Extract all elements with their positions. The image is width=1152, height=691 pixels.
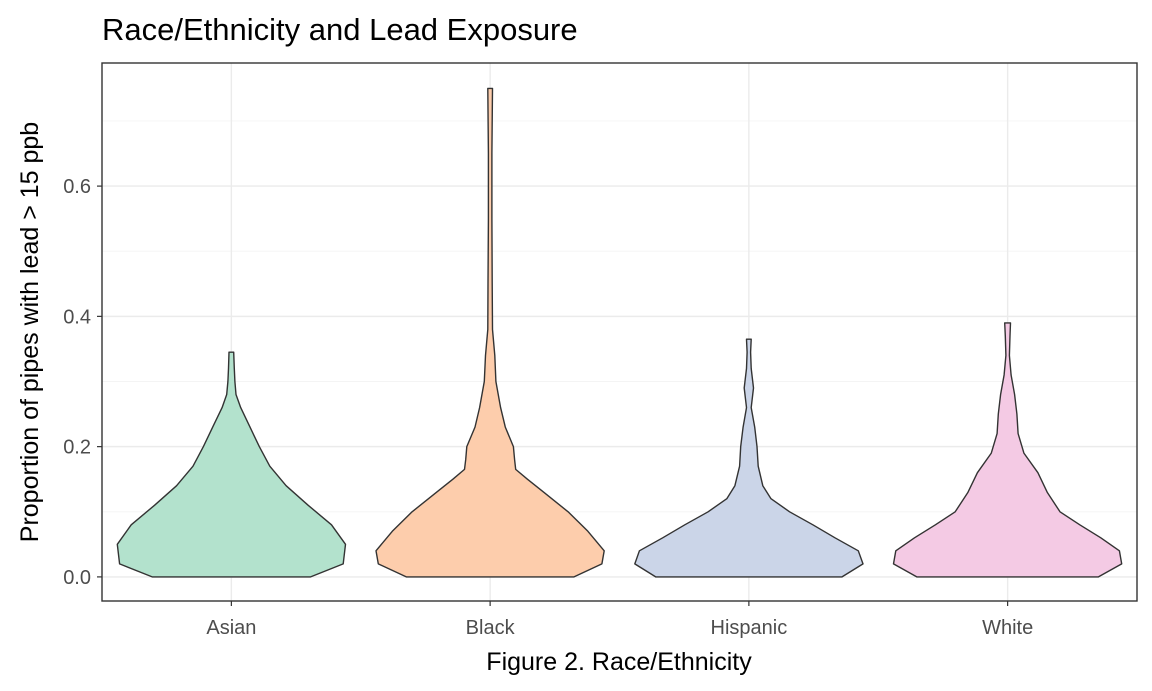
y-axis: 0.0 0.2 0.4 0.6 — [63, 176, 102, 589]
y-tick-label: 0.4 — [63, 306, 91, 328]
x-tick-label: Hispanic — [711, 617, 788, 639]
chart-title: Race/Ethnicity and Lead Exposure — [102, 12, 578, 47]
violin-black — [375, 87, 605, 578]
x-tick-label: Black — [466, 617, 516, 639]
plot-border — [101, 62, 1138, 602]
y-tick-label: 0.6 — [63, 176, 91, 198]
x-axis-title: Figure 2. Race/Ethnicity — [486, 648, 752, 676]
violin-white — [892, 322, 1123, 578]
x-tick-label: Asian — [206, 617, 256, 639]
y-tick-label: 0.2 — [63, 437, 91, 459]
x-axis: Asian Black Hispanic White — [206, 601, 1033, 639]
violins — [116, 87, 1123, 578]
violin-hispanic — [634, 338, 864, 578]
y-axis-title: Proportion of pipes with lead > 15 ppb — [16, 122, 44, 542]
y-tick-label: 0.0 — [63, 567, 91, 589]
violin-asian — [116, 351, 347, 578]
x-tick-label: White — [982, 617, 1033, 639]
